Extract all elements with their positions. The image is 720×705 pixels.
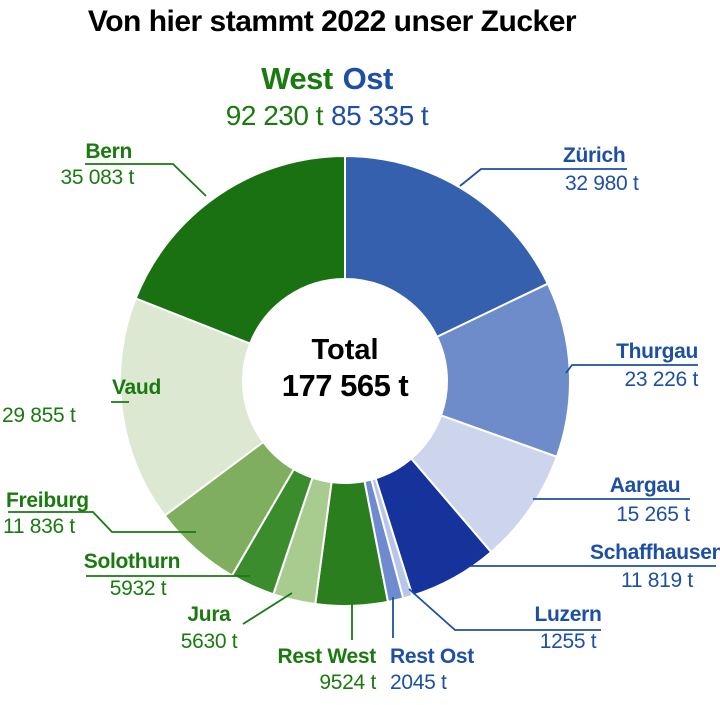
segment-value-solothurn: 5932 t [109, 577, 167, 600]
segment-label-schaffhausen: Schaffhausen [590, 541, 720, 564]
leader-line-z-rich [459, 168, 627, 187]
group-label-west: West [261, 61, 333, 96]
segment-value-zurich: 32 980 t [565, 172, 639, 195]
leader-line-thurgau [565, 364, 698, 374]
pie-segment-thurgau [435, 282, 571, 458]
pie-segment-vaud [119, 297, 265, 517]
group-label-ost: Ost [342, 61, 394, 96]
group-total-ost: 85 335 t [331, 100, 429, 131]
segment-label-vaud: Vaud [112, 376, 161, 399]
segment-value-aargau: 15 265 t [616, 503, 690, 526]
segment-label-freiburg: Freiburg [6, 489, 89, 512]
segment-value-rest-ost: 2045 t [390, 671, 447, 694]
segment-label-bern: Bern [85, 140, 132, 163]
donut-center-total: Total 177 565 t [282, 334, 409, 404]
group-total-west: 92 230 t [225, 100, 324, 131]
segment-value-luzern: 1255 t [539, 630, 597, 653]
segment-value-schaffhausen: 11 819 t [621, 569, 693, 592]
segment-label-zurich: Zürich [563, 144, 626, 167]
total-value: 177 565 t [281, 368, 409, 403]
segment-value-thurgau: 23 226 t [624, 368, 699, 391]
segment-label-luzern: Luzern [534, 603, 602, 626]
segment-label-rest-west: Rest West [277, 645, 377, 668]
segment-label-rest-ost: Rest Ost [390, 645, 474, 668]
segment-value-jura: 5630 t [180, 630, 238, 653]
segment-value-vaud: 29 855 t [2, 404, 76, 427]
leader-line-freiburg [8, 511, 196, 533]
leader-line-jura [242, 592, 293, 625]
leader-line-luzern [408, 588, 601, 631]
pie-segment-z-rich [344, 155, 549, 338]
segment-value-bern: 35 083 t [60, 166, 135, 189]
group-totals: 92 230 t 85 335 t [0, 100, 654, 132]
leader-line-bern [85, 163, 207, 197]
total-label: Total [311, 334, 379, 366]
segment-label-aargau: Aargau [609, 474, 681, 497]
pie-segment-bern [134, 155, 346, 345]
segment-label-jura: Jura [187, 603, 231, 626]
segment-label-thurgau: Thurgau [616, 340, 698, 363]
group-header: West Ost [0, 61, 654, 97]
chart-title: Von hier stammt 2022 unser Zucker [87, 5, 577, 38]
segment-value-freiburg: 11 836 t [3, 515, 75, 538]
segment-label-solothurn: Solothurn [83, 550, 181, 573]
segment-value-rest-west: 9524 t [319, 671, 376, 694]
